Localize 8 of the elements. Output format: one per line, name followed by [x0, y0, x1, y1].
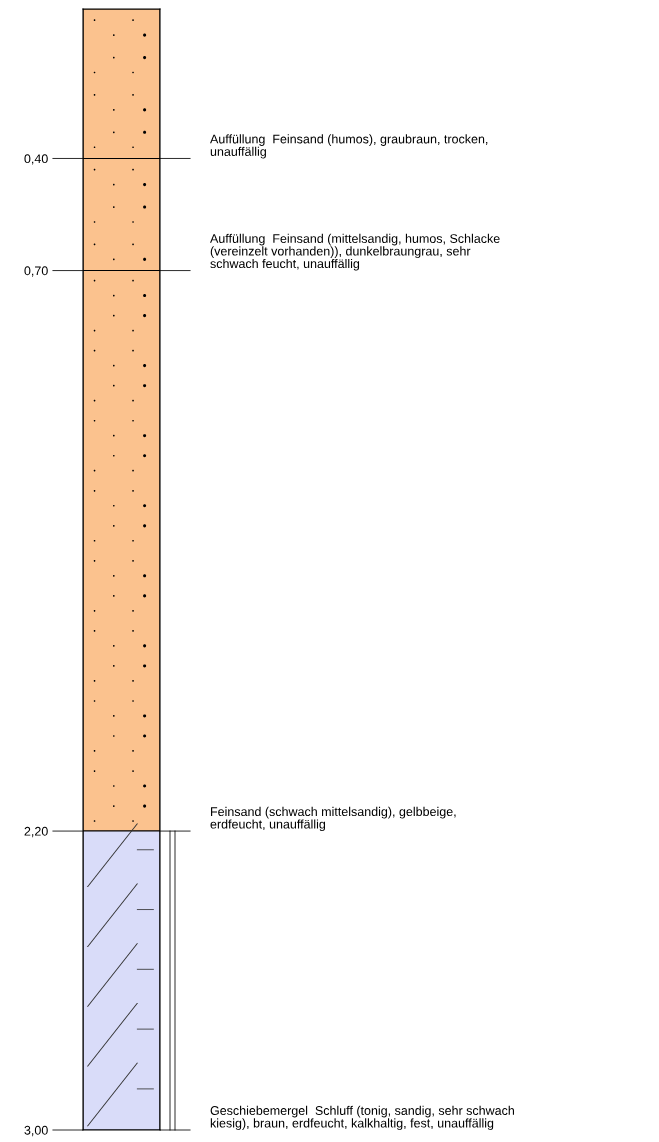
text: Auffüllung Feinsand (mittelsandig, humos, Schlacke (vereinzelt vorhanden)), dunkelbraungrau, sehr schwach feucht, unauffällig — [210, 233, 500, 271]
y-tick-label: 0,40 — [24, 154, 48, 165]
y-tick-label: 0,70 — [24, 266, 48, 277]
y-tick-label: 2,20 — [24, 826, 48, 838]
text: Auffüllung Feinsand (humos), graubraun, trocken, unauffällig — [210, 134, 488, 159]
text: Feinsand (schwach mittelsandig), gelbbeige, erdfeucht, unauffällig — [210, 806, 456, 832]
y-tick-label: 3,00 — [24, 1125, 48, 1137]
text: Geschiebemergel Schluff (tonig, sandig, sehr schwach kiesig), braun, erdfeucht, kalkhaltig, fest, unauffällig — [210, 1105, 514, 1130]
